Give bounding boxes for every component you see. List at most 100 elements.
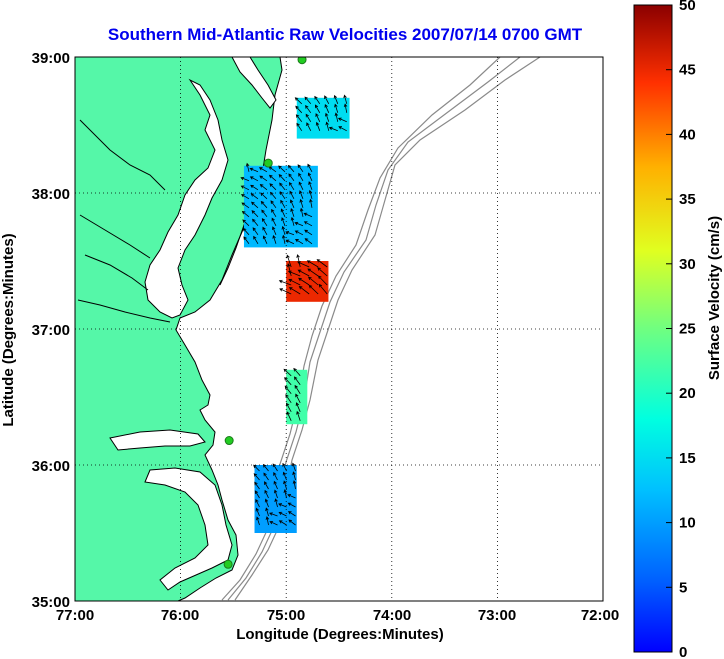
y-tick-label: 37:00 [32, 322, 70, 339]
velocity-arrow [334, 112, 339, 122]
velocity-arrow [287, 270, 301, 277]
velocity-arrow [297, 164, 304, 173]
velocity-arrow [262, 235, 268, 244]
velocity-arrow [316, 259, 328, 268]
velocity-patch [243, 165, 318, 248]
velocity-arrow [334, 103, 339, 113]
velocity-arrow [282, 471, 287, 481]
station-marker [223, 559, 233, 569]
river-potomac [79, 119, 166, 191]
velocity-arrow [289, 190, 295, 199]
velocity-arrow [264, 489, 269, 499]
velocity-arrow [289, 181, 295, 191]
velocity-arrow [285, 231, 295, 236]
velocity-arrow [303, 212, 313, 218]
colorbar-tick-label: 50 [679, 0, 696, 14]
velocity-arrow [273, 480, 278, 490]
velocity-arrow [278, 520, 287, 526]
velocity-arrow [297, 261, 310, 268]
velocity-arrow [264, 498, 269, 508]
velocity-arrow [269, 191, 277, 200]
velocity-arrow [274, 498, 278, 508]
velocity-arrow [307, 163, 313, 172]
x-tick-label: 77:00 [56, 607, 94, 624]
river-york [84, 254, 149, 291]
velocity-arrow [297, 269, 310, 277]
velocity-arrow [308, 189, 313, 199]
x-tick-label: 73:00 [478, 607, 516, 624]
velocity-arrow [272, 226, 277, 235]
x-tick-label: 75:00 [267, 607, 305, 624]
velocity-arrow [307, 268, 319, 277]
velocity-arrow [252, 227, 259, 236]
velocity-arrow [279, 182, 286, 191]
velocity-arrow [292, 480, 297, 490]
velocity-arrow [260, 200, 268, 209]
y-tick-label: 39:00 [32, 50, 70, 67]
velocity-arrow [260, 192, 268, 200]
velocity-arrow [303, 221, 313, 227]
velocity-arrow [278, 511, 287, 517]
velocity-arrow [259, 183, 268, 191]
velocity-arrow [242, 219, 250, 227]
velocity-arrow [273, 489, 278, 499]
velocity-arrow [309, 198, 313, 208]
y-axis-label: Latitude (Degrees:Minutes) [0, 233, 17, 426]
plot-frame [74, 56, 604, 602]
station-marker [297, 57, 307, 65]
velocity-arrow [343, 94, 348, 104]
velocity-arrow [253, 235, 259, 245]
velocity-arrow [243, 236, 250, 245]
river-james [77, 299, 171, 323]
velocity-arrow [296, 410, 301, 421]
velocity-arrow [287, 164, 295, 173]
velocity-arrow [325, 121, 330, 131]
velocity-arrow [279, 191, 286, 200]
velocity-arrow [259, 175, 268, 182]
chart-title: Southern Mid-Atlantic Raw Velocities 200… [108, 25, 583, 44]
velocity-arrow [305, 105, 312, 114]
velocity-arrow [308, 181, 313, 190]
velocity-arrow [281, 234, 286, 244]
velocity-arrow [263, 472, 269, 481]
colorbar-tick-label: 10 [679, 515, 696, 532]
x-tick-label: 72:00 [581, 607, 619, 624]
velocity-arrow [272, 234, 277, 244]
velocity-arrow [255, 507, 260, 517]
velocity-arrow [265, 507, 269, 517]
velocity-arrow [295, 105, 303, 114]
velocity-arrow [324, 95, 330, 104]
velocity-arrow [249, 167, 259, 173]
velocity-arrow [295, 393, 301, 403]
velocity-arrow [278, 174, 286, 182]
velocity-arrow [287, 502, 296, 508]
velocity-arrow [251, 201, 259, 209]
hf-radar-stations [223, 57, 307, 569]
velocity-arrow [245, 162, 250, 172]
velocity-arrow [240, 176, 250, 182]
velocity-arrow [261, 209, 268, 218]
velocity-arrow [250, 193, 259, 200]
velocity-arrow [291, 462, 296, 472]
velocity-arrow [307, 276, 319, 286]
velocity-arrow [304, 96, 312, 105]
x-tick-label: 76:00 [161, 607, 199, 624]
velocity-arrow [280, 199, 286, 208]
x-axis-label: Longitude (Degrees:Minutes) [236, 626, 444, 643]
colorbar-gradient [633, 4, 673, 653]
velocity-arrow [269, 520, 278, 526]
velocity-arrow [314, 104, 321, 113]
velocity-arrow [286, 411, 292, 421]
velocity-arrow [298, 181, 304, 190]
station-marker [263, 158, 273, 168]
velocity-arrow [304, 238, 313, 245]
colorbar-tick-label: 25 [679, 321, 696, 338]
velocity-arrow [281, 225, 286, 235]
velocity-arrow [285, 239, 295, 245]
colorbar-tick-label: 15 [679, 450, 696, 467]
plot-area [74, 56, 604, 602]
velocity-arrow [294, 230, 304, 236]
velocity-arrow [283, 480, 287, 490]
